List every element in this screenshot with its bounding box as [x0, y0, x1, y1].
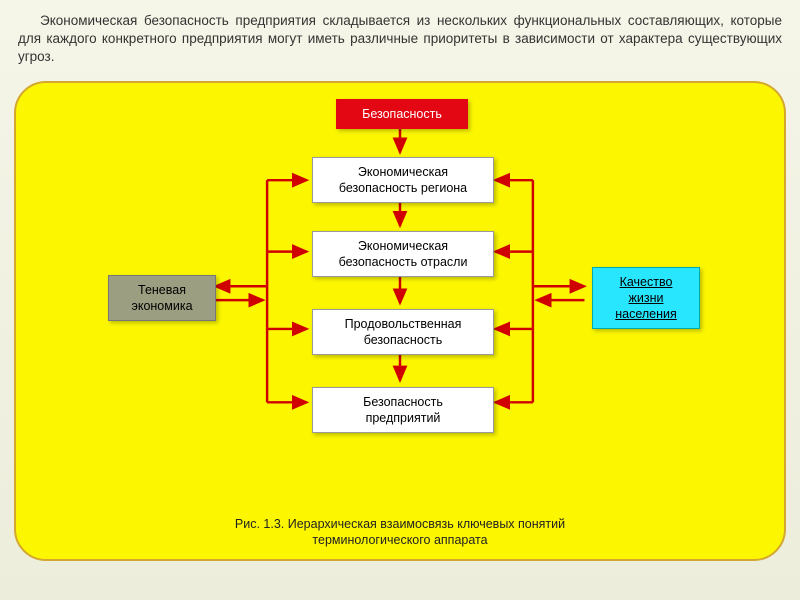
node-line: Качество [620, 275, 673, 289]
node-line: населения [615, 307, 677, 321]
node-line: экономика [131, 299, 192, 313]
node-shadow-economy: Теневая экономика [108, 275, 216, 322]
intro-paragraph: Экономическая безопасность предприятия с… [0, 0, 800, 75]
node-quality-of-life: Качество жизни населения [592, 267, 700, 330]
node-security: Безопасность [336, 99, 468, 129]
node-line: жизни [629, 291, 664, 305]
diagram-frame: Безопасность Экономическая безопасность … [14, 81, 786, 561]
figure-caption: Рис. 1.3. Иерархическая взаимосвязь ключ… [16, 516, 784, 549]
node-enterprise-security: Безопасность предприятий [312, 387, 494, 434]
node-line: Теневая [138, 283, 186, 297]
node-line: Продовольственная [345, 317, 462, 331]
node-food-security: Продовольственная безопасность [312, 309, 494, 356]
node-line: Экономическая [358, 239, 448, 253]
node-region-security: Экономическая безопасность региона [312, 157, 494, 204]
node-industry-security: Экономическая безопасность отрасли [312, 231, 494, 278]
node-line: Безопасность [363, 395, 443, 409]
node-line: безопасность региона [339, 181, 467, 195]
node-line: предприятий [366, 411, 441, 425]
node-line: Экономическая [358, 165, 448, 179]
node-line: безопасность [364, 333, 443, 347]
caption-line: терминологического аппарата [312, 533, 487, 547]
caption-line: Рис. 1.3. Иерархическая взаимосвязь ключ… [235, 517, 565, 531]
node-line: безопасность отрасли [339, 255, 468, 269]
